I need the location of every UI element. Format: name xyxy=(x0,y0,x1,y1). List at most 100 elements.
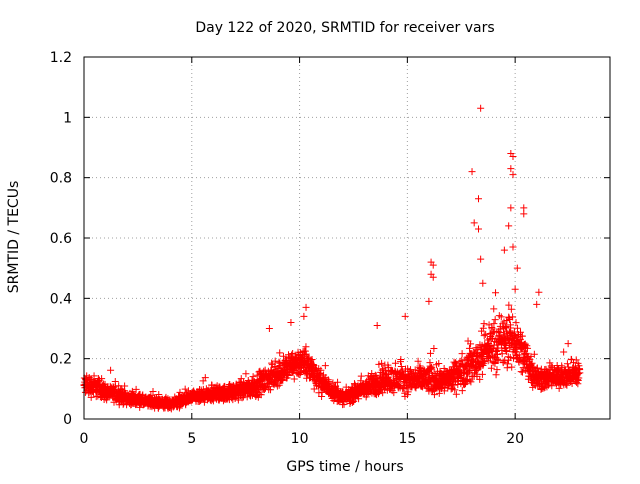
data-point xyxy=(518,368,526,376)
data-point xyxy=(452,359,460,367)
data-point xyxy=(430,345,438,353)
data-point xyxy=(509,153,517,161)
data-point xyxy=(528,359,536,367)
data-point xyxy=(477,104,485,112)
data-point xyxy=(276,349,284,357)
data-point xyxy=(404,388,412,396)
x-tick-label: 0 xyxy=(80,431,89,447)
y-tick-label: 0.6 xyxy=(50,231,72,247)
data-point xyxy=(494,344,502,352)
y-tick-label: 0.8 xyxy=(50,171,72,187)
data-point xyxy=(467,378,475,386)
data-point xyxy=(458,350,466,358)
data-point xyxy=(476,375,484,383)
data-point xyxy=(279,352,287,360)
data-point xyxy=(533,364,541,372)
data-point xyxy=(397,363,405,371)
data-point xyxy=(384,363,392,371)
data-point xyxy=(564,340,572,348)
data-points xyxy=(80,104,584,413)
data-point xyxy=(238,394,246,402)
data-point xyxy=(513,324,521,332)
data-point xyxy=(502,323,510,331)
data-point xyxy=(478,327,486,335)
data-point xyxy=(518,332,526,340)
data-point xyxy=(451,386,459,394)
data-point xyxy=(355,395,363,403)
data-point xyxy=(511,285,519,293)
data-point xyxy=(132,385,140,393)
x-tick-label: 15 xyxy=(398,431,416,447)
data-point xyxy=(490,305,498,313)
data-point xyxy=(468,168,476,176)
data-point xyxy=(273,382,281,390)
data-point xyxy=(87,393,95,401)
data-point xyxy=(265,325,273,332)
data-point xyxy=(563,381,571,389)
data-point xyxy=(503,347,511,355)
data-point xyxy=(257,391,265,399)
data-point xyxy=(429,273,437,281)
data-point xyxy=(290,375,298,383)
data-point xyxy=(475,225,482,233)
chart-title: Day 122 of 2020, SRMTID for receiver var… xyxy=(195,20,494,36)
data-point xyxy=(470,219,478,227)
data-point xyxy=(466,377,474,385)
data-point xyxy=(497,313,505,321)
grid-lines xyxy=(84,57,610,419)
data-point xyxy=(507,305,515,313)
data-point xyxy=(477,255,485,263)
data-point xyxy=(493,366,501,374)
data-point xyxy=(558,364,566,372)
data-point xyxy=(324,376,332,384)
data-point xyxy=(450,381,458,389)
data-point xyxy=(499,320,507,328)
data-point xyxy=(526,355,534,363)
data-point xyxy=(426,349,434,357)
data-point xyxy=(414,357,422,365)
data-point xyxy=(479,279,487,287)
data-point xyxy=(467,340,475,348)
x-tick-label: 5 xyxy=(187,431,196,447)
data-point xyxy=(447,385,455,393)
data-point xyxy=(507,165,515,173)
x-tick-labels: 0 5 10 15 20 xyxy=(80,431,525,447)
data-point xyxy=(425,297,433,305)
data-point xyxy=(371,371,379,379)
y-tick-label: 0.2 xyxy=(50,352,72,368)
data-point xyxy=(480,332,488,340)
data-point xyxy=(378,359,386,367)
data-point xyxy=(465,368,473,376)
data-point xyxy=(535,288,543,296)
data-point xyxy=(478,370,486,378)
data-point xyxy=(253,371,261,379)
data-point xyxy=(530,350,538,358)
data-point xyxy=(546,359,554,367)
data-point xyxy=(176,388,184,396)
data-point xyxy=(429,261,437,269)
data-point xyxy=(107,366,115,374)
x-tick-label: 20 xyxy=(506,431,524,447)
data-point xyxy=(492,289,500,297)
data-point xyxy=(504,336,512,344)
x-axis-label: GPS time / hours xyxy=(286,459,403,475)
data-point xyxy=(181,385,189,393)
data-point xyxy=(348,398,356,406)
data-point xyxy=(115,382,123,390)
data-point xyxy=(512,319,520,327)
data-point xyxy=(397,356,405,364)
data-point xyxy=(155,390,163,398)
data-point xyxy=(302,303,310,311)
data-point xyxy=(502,327,510,335)
data-point xyxy=(576,369,584,377)
data-point xyxy=(489,358,497,366)
data-point xyxy=(271,363,279,371)
data-point xyxy=(506,354,514,362)
data-point xyxy=(475,195,482,203)
data-point xyxy=(540,384,548,392)
data-point xyxy=(458,387,466,395)
data-point xyxy=(287,318,295,326)
data-point xyxy=(490,320,498,328)
y-tick-labels: 0 0.2 0.4 0.6 0.8 1 1.2 xyxy=(50,50,72,428)
